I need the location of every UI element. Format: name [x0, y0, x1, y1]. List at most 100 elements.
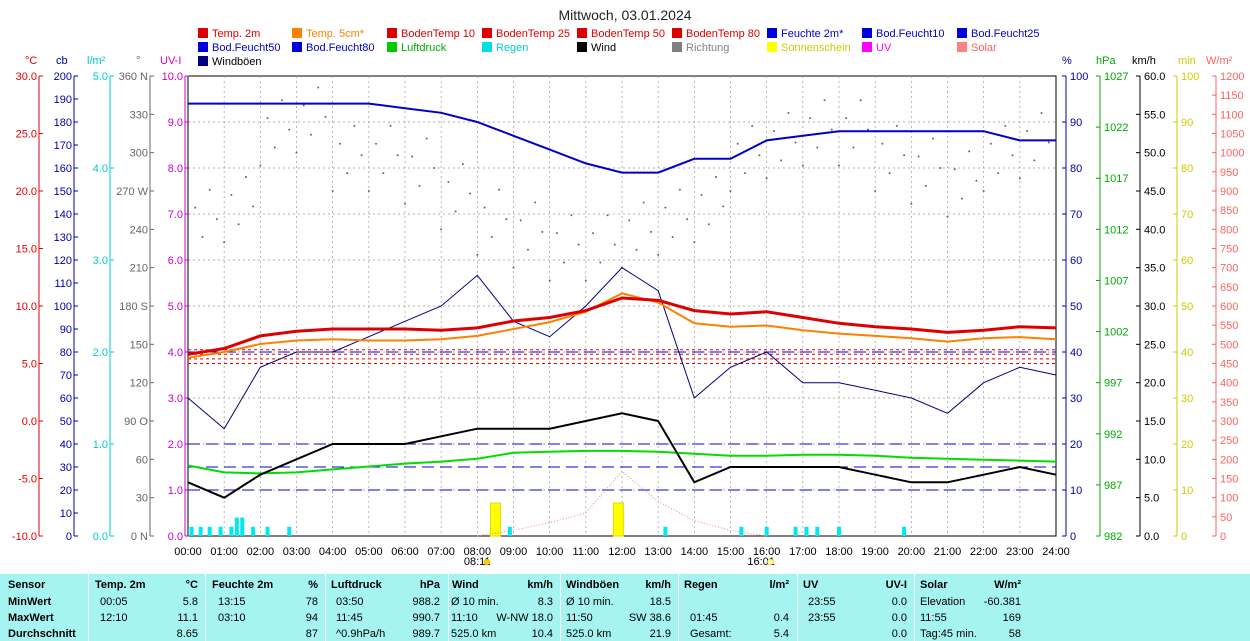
axis-tick-label: 9.0	[168, 117, 183, 129]
axis-UVI: UV-I 10.0 9.0 8.0 7.0 6.0 5.0 4.0 3.0 2.0 1.0 0.0	[160, 55, 189, 543]
stats-press-value: 990.7	[412, 612, 440, 624]
rain-bar	[804, 526, 809, 536]
axis-tick-label: 200	[1220, 454, 1238, 466]
axis-tick-label: 1050	[1220, 129, 1244, 141]
legend-item-10: Bod.Feucht80	[292, 42, 375, 54]
stats-wind-time: 11:10	[451, 612, 478, 624]
direction-dot	[230, 193, 233, 196]
x-tick-label: 18:00	[825, 546, 853, 558]
legend-label: BodenTemp 50	[591, 28, 665, 40]
axis-tick-label: 550	[1220, 320, 1238, 332]
direction-dot	[932, 137, 935, 140]
stats-solar-time: Elevation	[920, 596, 966, 608]
legend-item-12: Regen	[482, 42, 528, 54]
x-tick-label: 21:00	[934, 546, 962, 558]
direction-dot	[635, 248, 638, 251]
x-tick-label: 24:00	[1042, 546, 1070, 558]
axis-tick-label: 0.0	[168, 531, 183, 543]
direction-dot	[309, 133, 312, 136]
axis-cb: cb20019018017016015014013012011010090807…	[54, 55, 78, 543]
axis-tick-label: 400	[1220, 378, 1238, 390]
direction-dot	[989, 142, 992, 145]
direction-dot	[425, 137, 428, 140]
direction-dot	[187, 253, 189, 256]
legend-item-11: Luftdruck	[387, 42, 447, 54]
axis-tick-label: 982	[1104, 531, 1122, 543]
direction-dot	[939, 167, 942, 169]
axis-tick-label: 90 O	[124, 416, 148, 428]
rain-bar	[240, 517, 245, 536]
axis-unit-label: cb	[56, 55, 68, 67]
direction-dot	[382, 172, 385, 175]
direction-dot	[657, 253, 660, 256]
direction-dot	[700, 193, 703, 196]
legend-swatch	[672, 28, 682, 38]
stats-sensor-header: Sensor	[8, 579, 46, 591]
x-tick-label: 10:00	[536, 546, 564, 558]
legend-item-9: Bod.Feucht50	[198, 42, 281, 54]
axis-unit-label: l/m²	[87, 55, 106, 67]
stats-temp-value: 11.1	[177, 612, 198, 624]
axis-tick-label: 1027	[1104, 71, 1128, 83]
stats-wind-value: 10.4	[531, 628, 553, 640]
rain-bar	[739, 526, 744, 536]
stats-row-label: MinWert	[8, 596, 52, 608]
direction-dot	[599, 261, 602, 264]
axis-unit-label: °	[136, 55, 140, 67]
direction-dot	[252, 205, 255, 208]
axis-tick-label: 160	[54, 163, 72, 175]
direction-dot	[440, 228, 443, 231]
temp-5cm-line	[187, 292, 1057, 359]
stats-temp-time: 00:05	[100, 596, 128, 608]
axis-: ° 360 N 330 300 270 W 240 210 180 S 150 120 90 O 60…	[116, 55, 154, 543]
direction-dot	[982, 190, 985, 192]
stats-press-value: 989.7	[412, 628, 440, 640]
legend-item-8: Bod.Feucht25	[957, 28, 1040, 40]
axis-tick-label: 250	[1220, 435, 1238, 447]
direction-dot	[772, 129, 775, 132]
axis-tick-label: 90	[1070, 117, 1082, 129]
axis-tick-label: 50	[1220, 512, 1232, 524]
axis-tick-label: 150	[1220, 474, 1238, 486]
legend-label: Bod.Feucht10	[876, 28, 945, 40]
direction-dot	[903, 154, 906, 157]
direction-dot	[454, 210, 457, 213]
stats-uv-value: 0.0	[891, 612, 907, 624]
axis-tick-label: 70	[60, 370, 72, 382]
direction-dot	[736, 142, 739, 145]
legend-item-4: BodenTemp 50	[577, 28, 665, 40]
axis-tick-label: 180	[54, 117, 72, 129]
axis-tick-label: 1100	[1220, 109, 1244, 121]
axis-tick-label: 210	[130, 263, 148, 275]
sunshine-bar	[489, 502, 501, 537]
axis-tick-label: 50	[1181, 301, 1193, 313]
axis-tick-label: 4.0	[168, 347, 183, 359]
rain-bar	[229, 526, 234, 536]
legend-label: BodenTemp 25	[496, 28, 570, 40]
direction-dot	[924, 184, 927, 187]
axis-tick-label: 0	[1181, 531, 1187, 543]
legend-item-17: Solar	[957, 42, 997, 54]
axis-tick-label: 0 N	[131, 531, 148, 543]
axis-tick-label: 120	[54, 255, 72, 267]
sunshine-bar	[612, 502, 624, 537]
axis-tick-label: 10	[1181, 485, 1193, 497]
legend-item-1: Temp. 5cm*	[292, 28, 365, 40]
gust-line	[187, 267, 1057, 430]
direction-dot	[722, 205, 725, 208]
direction-dot	[353, 124, 356, 127]
x-tick-label: 12:00	[608, 546, 636, 558]
direction-dot	[461, 163, 464, 166]
direction-dot	[845, 117, 848, 120]
legend-item-16: UV	[862, 42, 892, 54]
axis-tick-label: 5.0	[22, 359, 37, 371]
rain-bar	[198, 526, 203, 536]
axis-tick-label: 3.0	[168, 393, 183, 405]
legend-label: BodenTemp 10	[401, 28, 475, 40]
stats-rain-header: Regen	[684, 579, 718, 591]
direction-dot	[917, 155, 920, 158]
stats-separator	[205, 574, 206, 641]
stats-solar-value: 169	[1002, 612, 1021, 624]
direction-dot	[317, 86, 320, 89]
